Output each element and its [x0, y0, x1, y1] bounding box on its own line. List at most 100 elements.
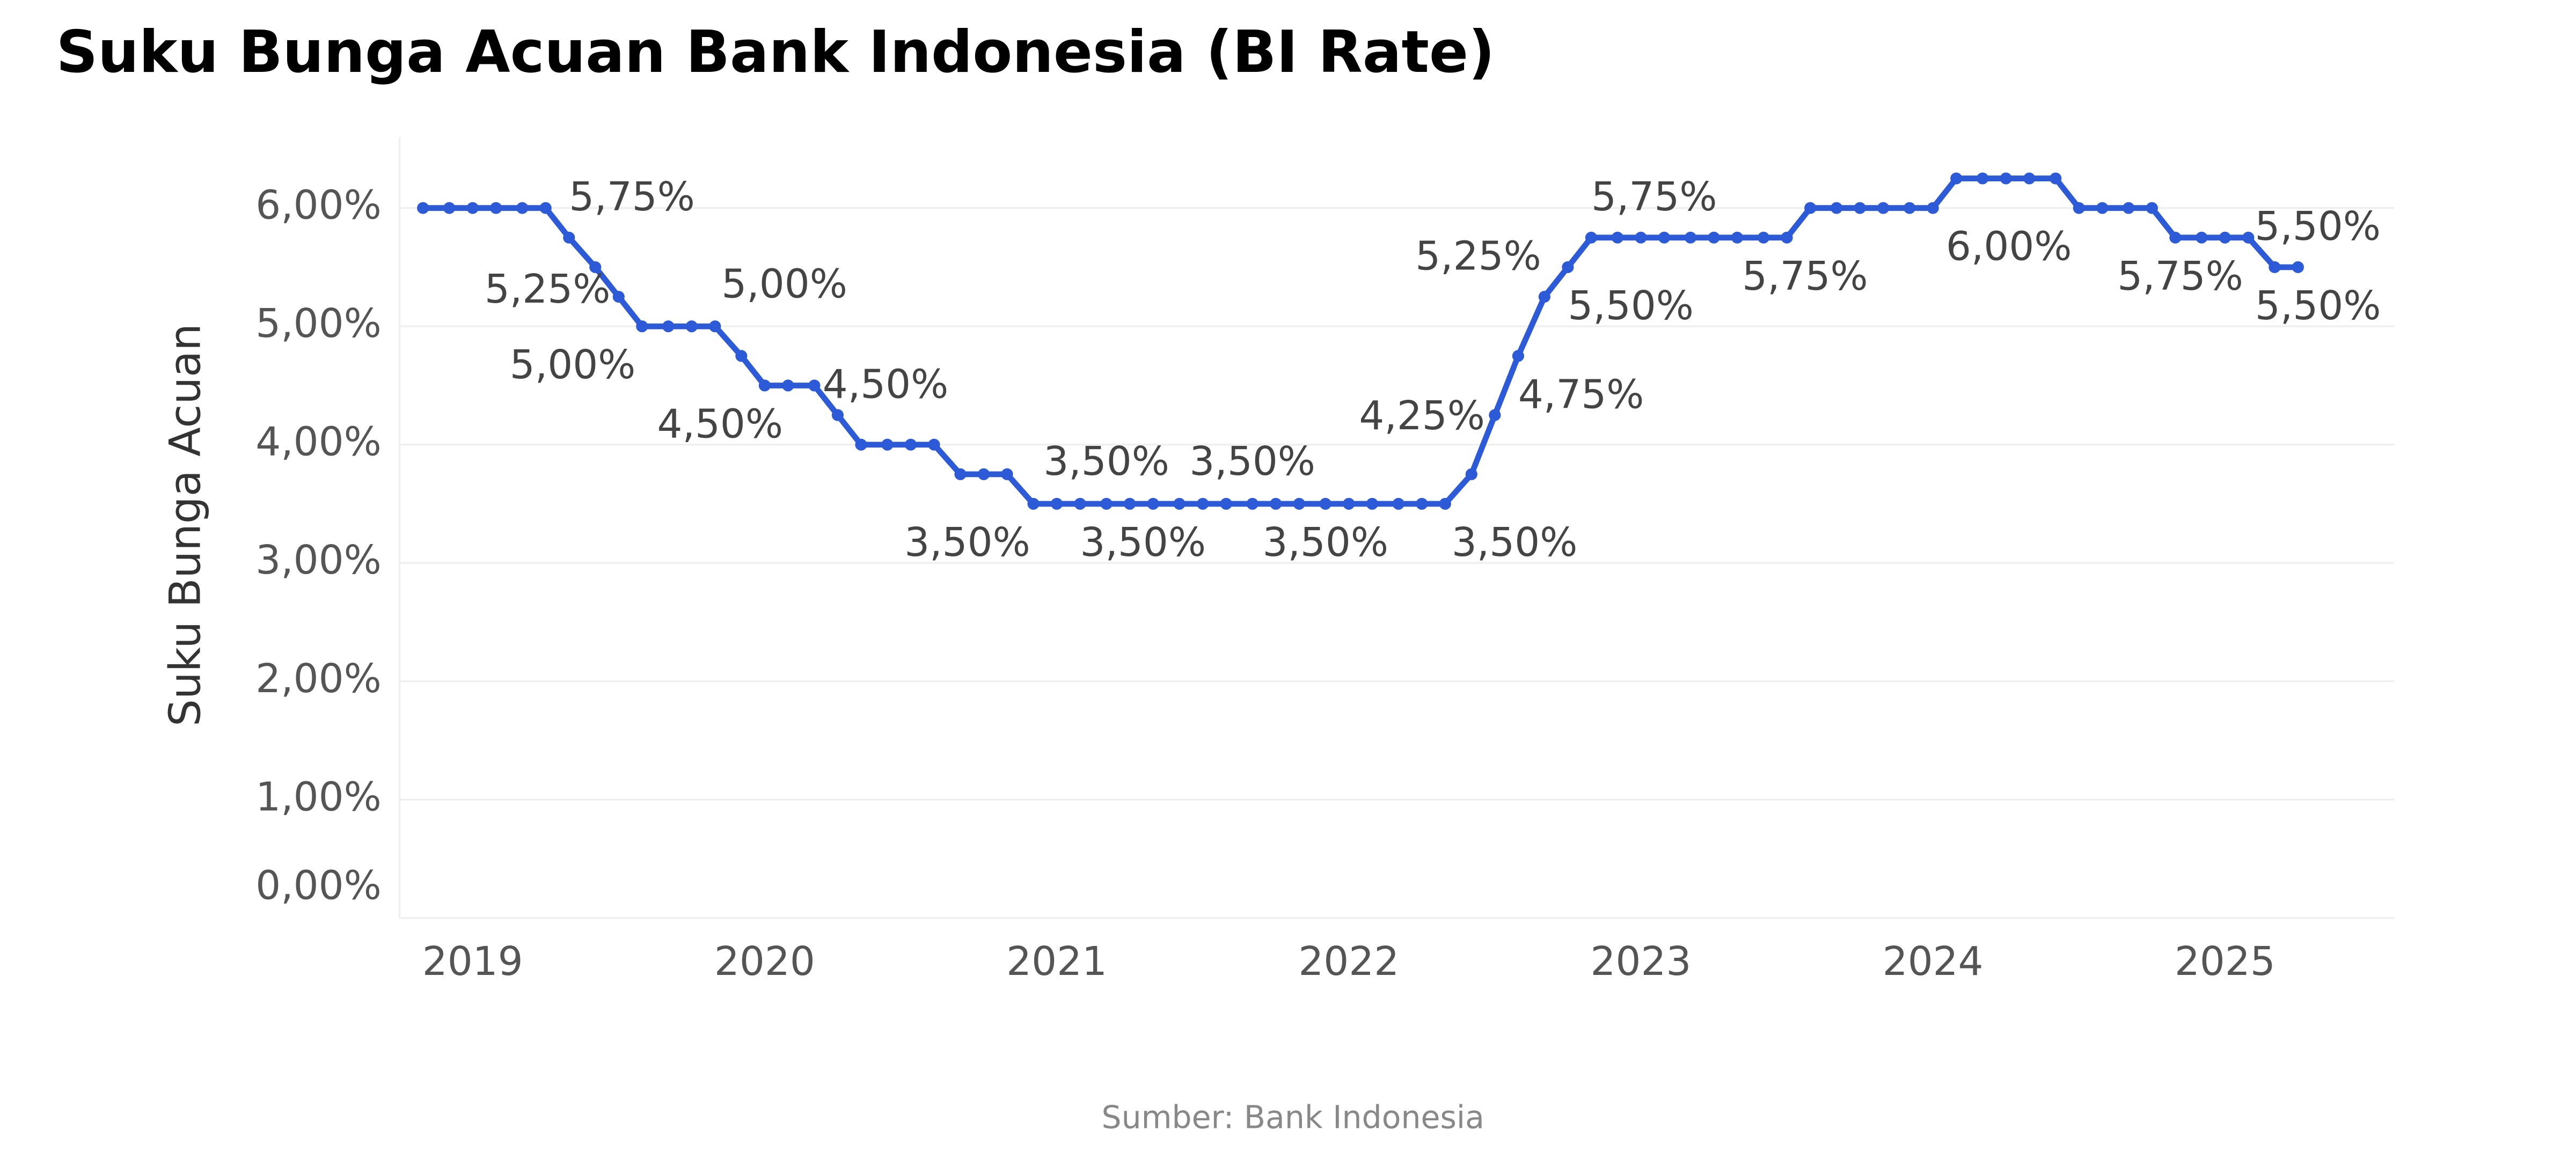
- point: [1147, 497, 1159, 510]
- data-label: 3,50%: [1080, 519, 1206, 566]
- point: [1877, 202, 1890, 214]
- data-label: 6,00%: [1946, 224, 2072, 270]
- point: [1293, 497, 1305, 510]
- point: [2023, 172, 2036, 185]
- point: [881, 438, 894, 451]
- point: [1173, 497, 1185, 510]
- point: [954, 468, 967, 480]
- point: [855, 438, 867, 451]
- point: [2073, 202, 2085, 214]
- point: [808, 379, 821, 392]
- point: [563, 231, 575, 244]
- point: [1950, 172, 1963, 185]
- x-tick-label: 2023: [1591, 938, 1692, 985]
- point: [516, 202, 529, 214]
- point: [831, 409, 844, 421]
- data-label: 3,50%: [1189, 438, 1315, 485]
- point: [977, 468, 990, 480]
- data-label: 5,00%: [721, 261, 847, 307]
- data-label: 5,75%: [2117, 253, 2243, 299]
- point: [1904, 202, 1916, 214]
- y-tick-label: 3,00%: [255, 537, 382, 583]
- point: [1562, 261, 1574, 274]
- data-label: 4,50%: [657, 401, 784, 447]
- x-tick-label: 2025: [2175, 938, 2275, 985]
- data-label: 4,75%: [1518, 371, 1644, 417]
- point: [589, 261, 602, 274]
- point: [1100, 497, 1113, 510]
- data-label: 3,50%: [1043, 438, 1169, 485]
- data-label: 5,50%: [2255, 283, 2381, 329]
- point: [1366, 497, 1378, 510]
- point: [904, 438, 917, 451]
- point: [1635, 231, 1647, 244]
- point: [1804, 202, 1817, 214]
- point: [1731, 231, 1744, 244]
- point: [709, 320, 721, 333]
- point: [685, 320, 698, 333]
- point: [417, 202, 429, 214]
- point: [1001, 468, 1013, 480]
- point: [1781, 231, 1793, 244]
- data-label: 5,25%: [1415, 233, 1541, 279]
- data-label: 3,50%: [1262, 519, 1388, 566]
- point: [636, 320, 648, 333]
- data-label: 3,50%: [1452, 519, 1578, 566]
- y-tick-label: 2,00%: [255, 656, 382, 702]
- point: [1708, 231, 1720, 244]
- point: [2292, 261, 2304, 274]
- point: [928, 438, 940, 451]
- x-tick-label: 2019: [422, 938, 523, 985]
- point: [1465, 468, 1477, 480]
- point: [1512, 350, 1524, 362]
- x-tick-label: 2021: [1006, 938, 1107, 985]
- point: [758, 379, 771, 392]
- point: [1220, 497, 1232, 510]
- y-tick-label: 5,00%: [255, 300, 382, 347]
- data-label: 4,25%: [1359, 393, 1485, 439]
- point: [1124, 497, 1136, 510]
- point: [2242, 231, 2255, 244]
- point: [2219, 231, 2231, 244]
- x-tick-label: 2024: [1883, 938, 1984, 985]
- point: [1074, 497, 1086, 510]
- point: [443, 202, 456, 214]
- point: [2146, 202, 2158, 214]
- chart-title: Suku Bunga Acuan Bank Indonesia (BI Rate…: [56, 19, 1495, 86]
- point: [1658, 231, 1671, 244]
- point: [1027, 497, 1040, 510]
- point: [1585, 231, 1598, 244]
- data-label: 5,50%: [1568, 283, 1694, 329]
- point: [1611, 231, 1624, 244]
- source-note: Sumber: Bank Indonesia: [1101, 1099, 1484, 1135]
- point: [1051, 497, 1063, 510]
- point: [1392, 497, 1404, 510]
- point: [2196, 231, 2208, 244]
- point: [1416, 497, 1428, 510]
- point: [466, 202, 479, 214]
- point: [1854, 202, 1866, 214]
- x-tick-label: 2022: [1298, 938, 1399, 985]
- point: [2169, 231, 2182, 244]
- data-label: 4,50%: [823, 362, 949, 408]
- point: [2000, 172, 2012, 185]
- point: [1927, 202, 1939, 214]
- data-label: 5,75%: [1591, 174, 1717, 220]
- data-label: 3,50%: [904, 519, 1030, 566]
- data-label: 5,00%: [510, 342, 636, 388]
- point: [782, 379, 794, 392]
- y-tick-label: 6,00%: [255, 182, 382, 229]
- point: [1831, 202, 1843, 214]
- point: [1977, 172, 1989, 185]
- point: [612, 291, 625, 303]
- point: [1197, 497, 1209, 510]
- point: [1439, 497, 1451, 510]
- point: [1538, 291, 1550, 303]
- y-tick-label: 1,00%: [255, 774, 382, 820]
- point: [2096, 202, 2109, 214]
- point: [1684, 231, 1697, 244]
- x-tick-label: 2020: [714, 938, 815, 985]
- y-tick-label: 0,00%: [255, 862, 382, 908]
- point: [735, 350, 748, 362]
